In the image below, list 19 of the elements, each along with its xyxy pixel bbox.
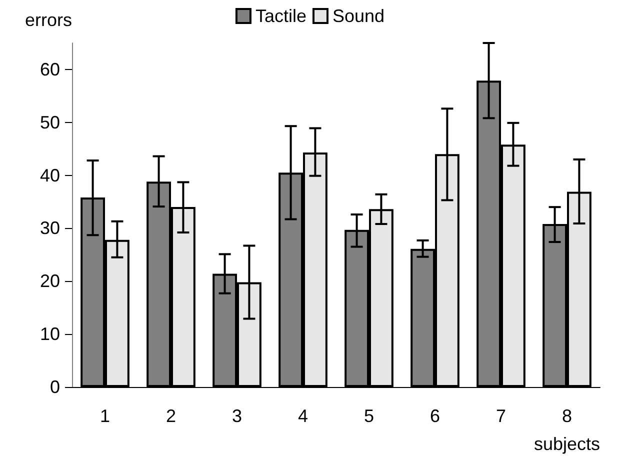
x-tick-label: 3 bbox=[232, 406, 242, 426]
y-tick-label: 10 bbox=[40, 324, 60, 344]
y-tick-label: 30 bbox=[40, 218, 60, 238]
y-tick-label: 20 bbox=[40, 271, 60, 292]
x-tick-label: 1 bbox=[100, 406, 110, 426]
legend-label: Sound bbox=[332, 6, 385, 26]
x-tick-label: 6 bbox=[430, 406, 440, 426]
x-tick-label: 4 bbox=[298, 406, 308, 426]
x-tick-label: 7 bbox=[496, 406, 506, 426]
x-tick-label: 5 bbox=[364, 406, 374, 426]
x-axis-title: subjects bbox=[534, 434, 600, 454]
legend-label: Tactile bbox=[255, 6, 306, 26]
x-tick-label: 8 bbox=[562, 406, 572, 426]
y-tick-label: 50 bbox=[40, 112, 60, 132]
y-tick-label: 40 bbox=[40, 165, 60, 186]
y-tick-label: 60 bbox=[40, 59, 60, 80]
x-tick-label: 2 bbox=[166, 406, 176, 426]
y-tick-label: 0 bbox=[50, 377, 60, 397]
y-axis-title: errors bbox=[24, 10, 72, 30]
